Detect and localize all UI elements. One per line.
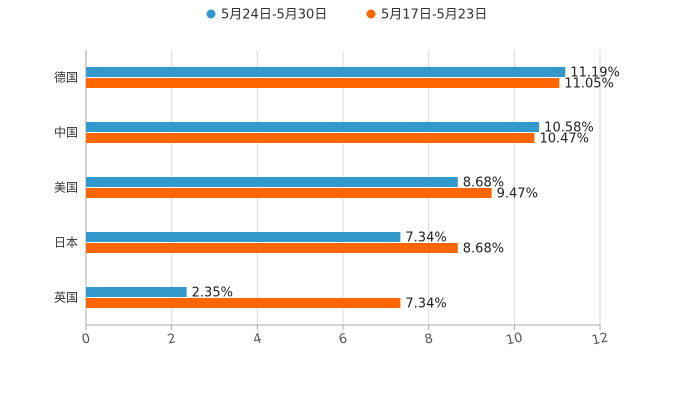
bar xyxy=(86,298,401,308)
legend-marker xyxy=(366,9,376,19)
y-category-label: 美国 xyxy=(54,181,78,195)
x-tick-label: 0 xyxy=(80,331,91,347)
labels-layer: 11.19%11.05%10.58%10.47%8.68%9.47%7.34%8… xyxy=(192,66,620,312)
data-label: 8.68% xyxy=(463,176,504,191)
x-tick-label: 12 xyxy=(590,330,609,348)
data-label: 11.05% xyxy=(564,77,614,92)
x-tick-label: 2 xyxy=(166,331,177,347)
legend-item[interactable]: 5月24日-5月30日 xyxy=(206,8,328,23)
y-category-label: 英国 xyxy=(54,291,78,305)
bar xyxy=(86,188,492,198)
x-tick-label: 8 xyxy=(423,331,434,347)
bar xyxy=(86,78,560,88)
bar xyxy=(86,232,401,242)
data-label: 9.47% xyxy=(497,187,538,202)
bar xyxy=(86,243,458,253)
y-category-label: 德国 xyxy=(54,70,78,85)
bar xyxy=(86,122,540,132)
data-label: 7.34% xyxy=(405,231,446,246)
x-tick-label: 10 xyxy=(505,330,524,348)
bar xyxy=(86,177,458,187)
x-tick-label: 6 xyxy=(337,331,348,347)
y-category-label: 日本 xyxy=(54,236,78,250)
legend-marker xyxy=(206,9,216,19)
legend-label: 5月17日-5月23日 xyxy=(381,8,487,23)
legend-label: 5月24日-5月30日 xyxy=(221,8,327,23)
bar xyxy=(86,287,187,297)
legend[interactable]: 5月24日-5月30日 5月17日-5月23日 xyxy=(206,8,488,23)
bars-layer xyxy=(86,67,566,308)
bar xyxy=(86,67,566,77)
x-tick-label: 4 xyxy=(252,331,263,347)
data-label: 8.68% xyxy=(463,242,504,257)
data-label: 10.47% xyxy=(539,132,589,147)
grid-layer xyxy=(85,50,601,325)
bar xyxy=(86,133,535,143)
y-category-label: 中国 xyxy=(54,125,78,140)
data-label: 2.35% xyxy=(192,286,233,301)
data-label: 7.34% xyxy=(405,297,446,312)
data-label: 10.58% xyxy=(544,121,594,136)
data-label: 11.19% xyxy=(570,66,620,81)
legend-item[interactable]: 5月17日-5月23日 xyxy=(366,8,488,23)
